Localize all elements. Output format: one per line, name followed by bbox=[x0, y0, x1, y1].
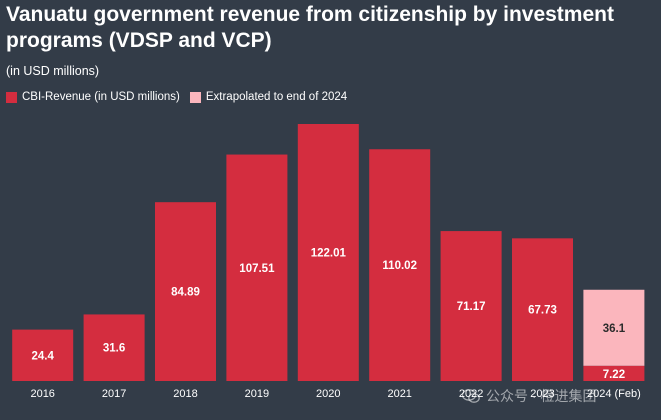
bar-2016 bbox=[12, 329, 74, 381]
x-tick-label: 2024 (Feb) bbox=[587, 388, 641, 400]
bar-2022 bbox=[440, 231, 502, 381]
x-tick-label: 2019 bbox=[245, 388, 269, 400]
data-label-2020: 122.01 bbox=[311, 248, 347, 260]
chart-title: Vanuatu government revenue from citizens… bbox=[6, 3, 614, 52]
chart-subtitle: (in USD millions) bbox=[6, 64, 100, 78]
bar-2024-feb- bbox=[583, 365, 645, 381]
data-label-2016: 24.4 bbox=[32, 350, 55, 362]
x-tick-label: 2016 bbox=[30, 388, 54, 400]
x-tick-label: 2017 bbox=[102, 388, 126, 400]
watermark-text: 公众号 · 橙进集团 bbox=[486, 388, 597, 404]
x-tick-label: 2020 bbox=[316, 388, 340, 400]
bar-2023 bbox=[512, 238, 573, 381]
data-label-2017: 31.6 bbox=[103, 343, 125, 355]
x-tick-label: 2023 bbox=[530, 388, 554, 400]
bar-extrapolated-2024-feb- bbox=[583, 289, 645, 366]
data-label-2018: 84.89 bbox=[171, 287, 200, 299]
data-label-2022: 71.17 bbox=[457, 301, 486, 313]
bar-2020 bbox=[297, 124, 359, 381]
legend-swatch-extrapolated bbox=[189, 91, 201, 103]
legend-item-extrapolated: Extrapolated to end of 2024 bbox=[189, 91, 348, 103]
chart-legend: CBI-Revenue (in USD millions) Extrapolat… bbox=[6, 91, 357, 103]
data-label-2021: 110.02 bbox=[382, 260, 417, 272]
x-tick-label: 2021 bbox=[387, 388, 411, 400]
legend-item-cbi-revenue: CBI-Revenue (in USD millions) bbox=[6, 91, 180, 103]
bar-2021 bbox=[369, 149, 431, 381]
watermark: 公众号 · 橙进集团 bbox=[462, 386, 596, 406]
bar-2017 bbox=[83, 314, 145, 381]
bar-2018 bbox=[155, 202, 216, 381]
bar-2019 bbox=[226, 154, 288, 381]
legend-swatch-cbi-revenue bbox=[6, 91, 17, 103]
legend-label-extrapolated: Extrapolated to end of 2024 bbox=[205, 91, 348, 103]
data-label-2019: 107.51 bbox=[239, 263, 275, 275]
data-label-2024-feb-: 7.22 bbox=[603, 369, 625, 381]
data-label-2023: 67.73 bbox=[528, 305, 557, 317]
data-label-extrapolated: 36.1 bbox=[603, 323, 626, 335]
legend-label-cbi-revenue: CBI-Revenue (in USD millions) bbox=[22, 91, 180, 103]
wechat-icon bbox=[462, 389, 480, 403]
x-tick-label: 2018 bbox=[173, 388, 197, 400]
